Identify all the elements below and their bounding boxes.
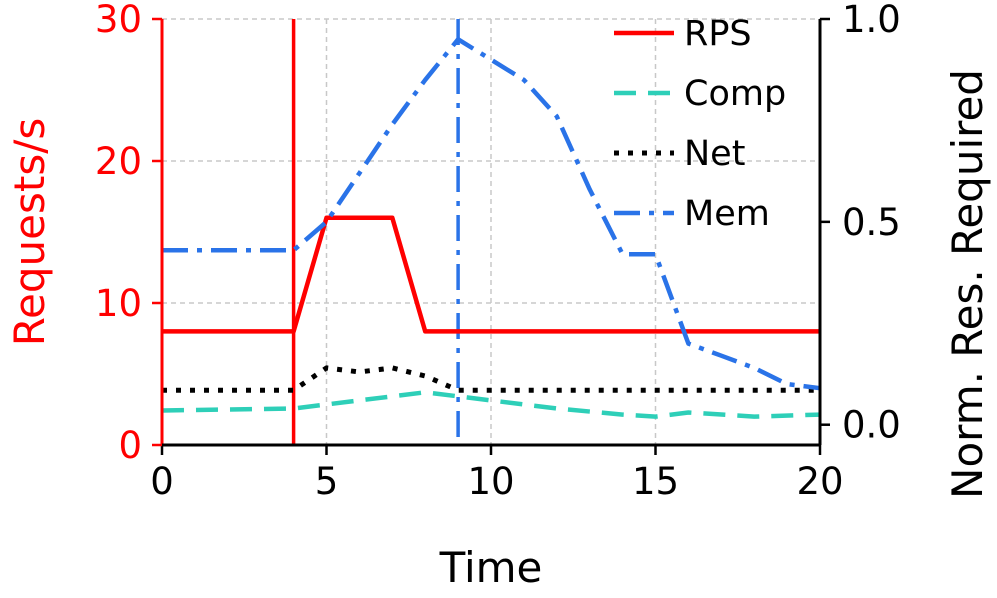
series-lines: [161, 37, 821, 419]
series-comp-line: [161, 390, 821, 419]
y-right-tick-label: 0.5: [842, 201, 901, 244]
marker-lines: [291, 19, 460, 445]
x-tick-label: 10: [467, 460, 514, 503]
y-left-tick-label: 0: [118, 424, 142, 467]
series-mem-line: [162, 37, 821, 391]
y-left-tick-label: 30: [95, 0, 142, 41]
y-axis-label-right: Norm. Res. Required: [943, 69, 992, 499]
legend-mem-label: Mem: [684, 194, 770, 234]
legend-net-label: Net: [684, 134, 745, 174]
y-left-tick-label: 20: [95, 140, 142, 183]
ticks: 0 5 10 15 20 0 10 20 30 0.0 0.5 1.0: [95, 0, 901, 503]
legend: RPS Comp Net Mem: [614, 14, 786, 234]
x-tick-label: 15: [632, 460, 679, 503]
y-right-tick-label: 1.0: [842, 0, 901, 41]
y-right-tick-label: 0.0: [842, 404, 901, 447]
x-tick-label: 0: [150, 460, 174, 503]
x-axis-label: Time: [439, 543, 543, 592]
series-net-line: [162, 365, 820, 393]
x-tick-label: 20: [796, 460, 843, 503]
x-tick-label: 5: [315, 460, 339, 503]
series-rps-line: [162, 215, 820, 334]
legend-rps-label: RPS: [684, 14, 752, 54]
legend-comp-label: Comp: [684, 74, 786, 114]
y-left-tick-label: 10: [95, 282, 142, 325]
y-axis-label-left: Requests/s: [5, 118, 54, 347]
